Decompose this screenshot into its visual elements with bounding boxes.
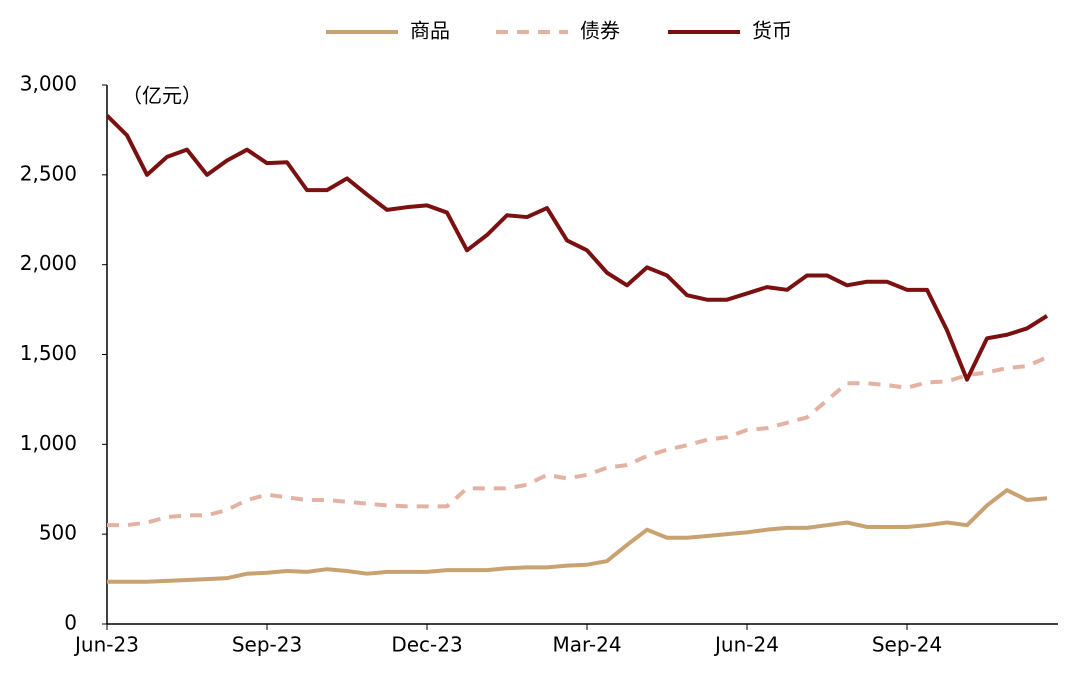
legend-label: 商品 — [410, 19, 450, 43]
x-tick-label: Jun-23 — [73, 633, 139, 657]
legend-label: 货币 — [752, 19, 792, 43]
x-tick-label: Jun-24 — [713, 633, 779, 657]
x-tick-label: Mar-24 — [552, 633, 621, 657]
y-tick-label: 1,500 — [20, 341, 77, 365]
series-line — [105, 114, 1049, 382]
series-line — [107, 488, 1048, 584]
y-tick-label: 2,000 — [20, 251, 77, 275]
x-tick-label: Sep-24 — [872, 633, 942, 657]
unit-label: （亿元） — [122, 84, 202, 108]
series-line — [107, 355, 1048, 528]
y-tick-label: 0 — [64, 611, 77, 635]
y-tick-label: 3,000 — [20, 72, 77, 96]
x-tick-label: Sep-23 — [232, 633, 302, 657]
y-tick-label: 2,500 — [20, 161, 77, 185]
legend-label: 债券 — [580, 19, 620, 43]
y-tick-label: 500 — [39, 521, 77, 545]
x-tick-label: Dec-23 — [391, 633, 462, 657]
y-tick-label: 1,000 — [20, 431, 77, 455]
